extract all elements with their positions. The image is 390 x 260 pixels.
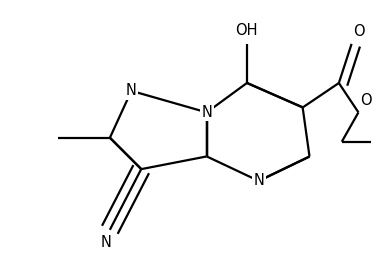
Text: N: N [101, 235, 112, 250]
Text: O: O [354, 24, 365, 39]
Text: O: O [360, 93, 372, 108]
Text: OH: OH [236, 23, 258, 38]
Text: N: N [126, 83, 137, 98]
Text: N: N [201, 105, 212, 120]
Text: N: N [253, 173, 264, 188]
